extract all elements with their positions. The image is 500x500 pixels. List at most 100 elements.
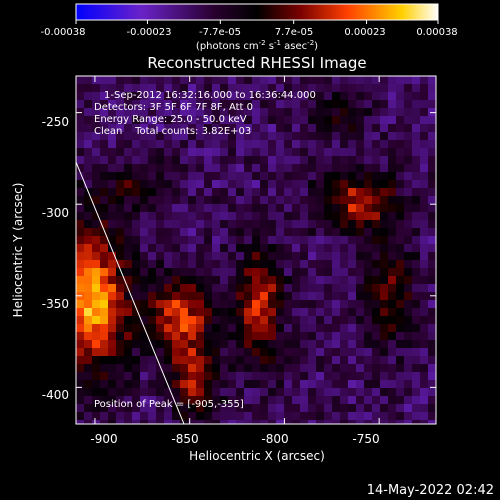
heatmap-cell — [356, 196, 364, 204]
heatmap-cell — [412, 404, 420, 412]
heatmap-cell — [260, 348, 268, 356]
heatmap-cell — [76, 236, 84, 244]
heatmap-cell — [220, 420, 228, 424]
heatmap-cell — [188, 148, 196, 156]
heatmap-cell — [188, 188, 196, 196]
heatmap-cell — [428, 348, 436, 356]
heatmap-cell — [380, 268, 388, 276]
heatmap-cell — [324, 316, 332, 324]
heatmap-cell — [212, 308, 220, 316]
heatmap-cell — [276, 244, 284, 252]
heatmap-cell — [188, 332, 196, 340]
heatmap-cell — [428, 188, 436, 196]
heatmap-cell — [244, 420, 252, 424]
heatmap-cell — [188, 396, 196, 404]
heatmap-cell — [364, 412, 372, 420]
heatmap-cell — [196, 140, 204, 148]
heatmap-cell — [100, 300, 108, 308]
heatmap-cell — [276, 364, 284, 372]
heatmap-cell — [372, 108, 380, 116]
heatmap-cell — [404, 372, 412, 380]
heatmap-cell — [404, 180, 412, 188]
heatmap-cell — [404, 116, 412, 124]
heatmap-cell — [84, 204, 92, 212]
heatmap-cell — [364, 132, 372, 140]
heatmap-cell — [76, 164, 84, 172]
heatmap-cell — [244, 412, 252, 420]
heatmap-cell — [172, 108, 180, 116]
heatmap-cell — [220, 316, 228, 324]
heatmap-cell — [188, 204, 196, 212]
heatmap-cell — [356, 404, 364, 412]
heatmap-cell — [308, 76, 316, 84]
heatmap-cell — [428, 124, 436, 132]
heatmap-cell — [188, 348, 196, 356]
heatmap-cell — [316, 388, 324, 396]
heatmap-cell — [244, 340, 252, 348]
heatmap-cell — [164, 300, 172, 308]
heatmap-cell — [148, 252, 156, 260]
heatmap-cell — [180, 172, 188, 180]
heatmap-cell — [348, 420, 356, 424]
heatmap-cell — [236, 300, 244, 308]
heatmap-cell — [284, 388, 292, 396]
heatmap-cell — [300, 284, 308, 292]
heatmap-cell — [372, 284, 380, 292]
heatmap-cell — [308, 116, 316, 124]
heatmap-cell — [300, 132, 308, 140]
heatmap-cell — [332, 236, 340, 244]
heatmap-cell — [228, 292, 236, 300]
heatmap-cell — [156, 268, 164, 276]
heatmap-cell — [156, 212, 164, 220]
heatmap-cell — [292, 228, 300, 236]
heatmap-cell — [132, 284, 140, 292]
heatmap-cell — [372, 100, 380, 108]
heatmap-cell — [420, 108, 428, 116]
heatmap-cell — [156, 324, 164, 332]
heatmap-cell — [324, 172, 332, 180]
heatmap-cell — [428, 156, 436, 164]
heatmap-cell — [284, 140, 292, 148]
heatmap-cell — [204, 228, 212, 236]
heatmap-cell — [84, 308, 92, 316]
heatmap-cell — [316, 276, 324, 284]
heatmap-cell — [84, 364, 92, 372]
heatmap-cell — [100, 148, 108, 156]
heatmap-cell — [340, 76, 348, 84]
heatmap-cell — [132, 228, 140, 236]
heatmap-cell — [388, 404, 396, 412]
heatmap-cell — [284, 76, 292, 84]
heatmap-cell — [172, 92, 180, 100]
heatmap-cell — [164, 116, 172, 124]
heatmap-cell — [348, 148, 356, 156]
heatmap-cell — [116, 324, 124, 332]
heatmap-cell — [228, 380, 236, 388]
plot-frame — [75, 75, 437, 425]
heatmap-cell — [284, 332, 292, 340]
heatmap-cell — [308, 156, 316, 164]
heatmap-cell — [132, 276, 140, 284]
heatmap-cell — [356, 116, 364, 124]
heatmap-cell — [148, 340, 156, 348]
heatmap-cell — [188, 244, 196, 252]
heatmap-cell — [92, 348, 100, 356]
heatmap-cell — [76, 332, 84, 340]
heatmap-cell — [92, 132, 100, 140]
heatmap-cell — [164, 156, 172, 164]
heatmap-cell — [212, 356, 220, 364]
heatmap-cell — [428, 108, 436, 116]
heatmap-cell — [84, 284, 92, 292]
heatmap-cell — [380, 236, 388, 244]
heatmap-cell — [300, 332, 308, 340]
y-tick-labels: -250 -300 -350 -400 — [42, 115, 69, 402]
heatmap-cell — [236, 148, 244, 156]
heatmap-cell — [388, 260, 396, 268]
heatmap-cell — [140, 204, 148, 212]
heatmap-cell — [172, 196, 180, 204]
heatmap-cell — [140, 380, 148, 388]
heatmap-cell — [364, 236, 372, 244]
heatmap-cell — [372, 220, 380, 228]
heatmap-cell — [268, 308, 276, 316]
heatmap-cell — [148, 164, 156, 172]
heatmap-cell — [284, 164, 292, 172]
